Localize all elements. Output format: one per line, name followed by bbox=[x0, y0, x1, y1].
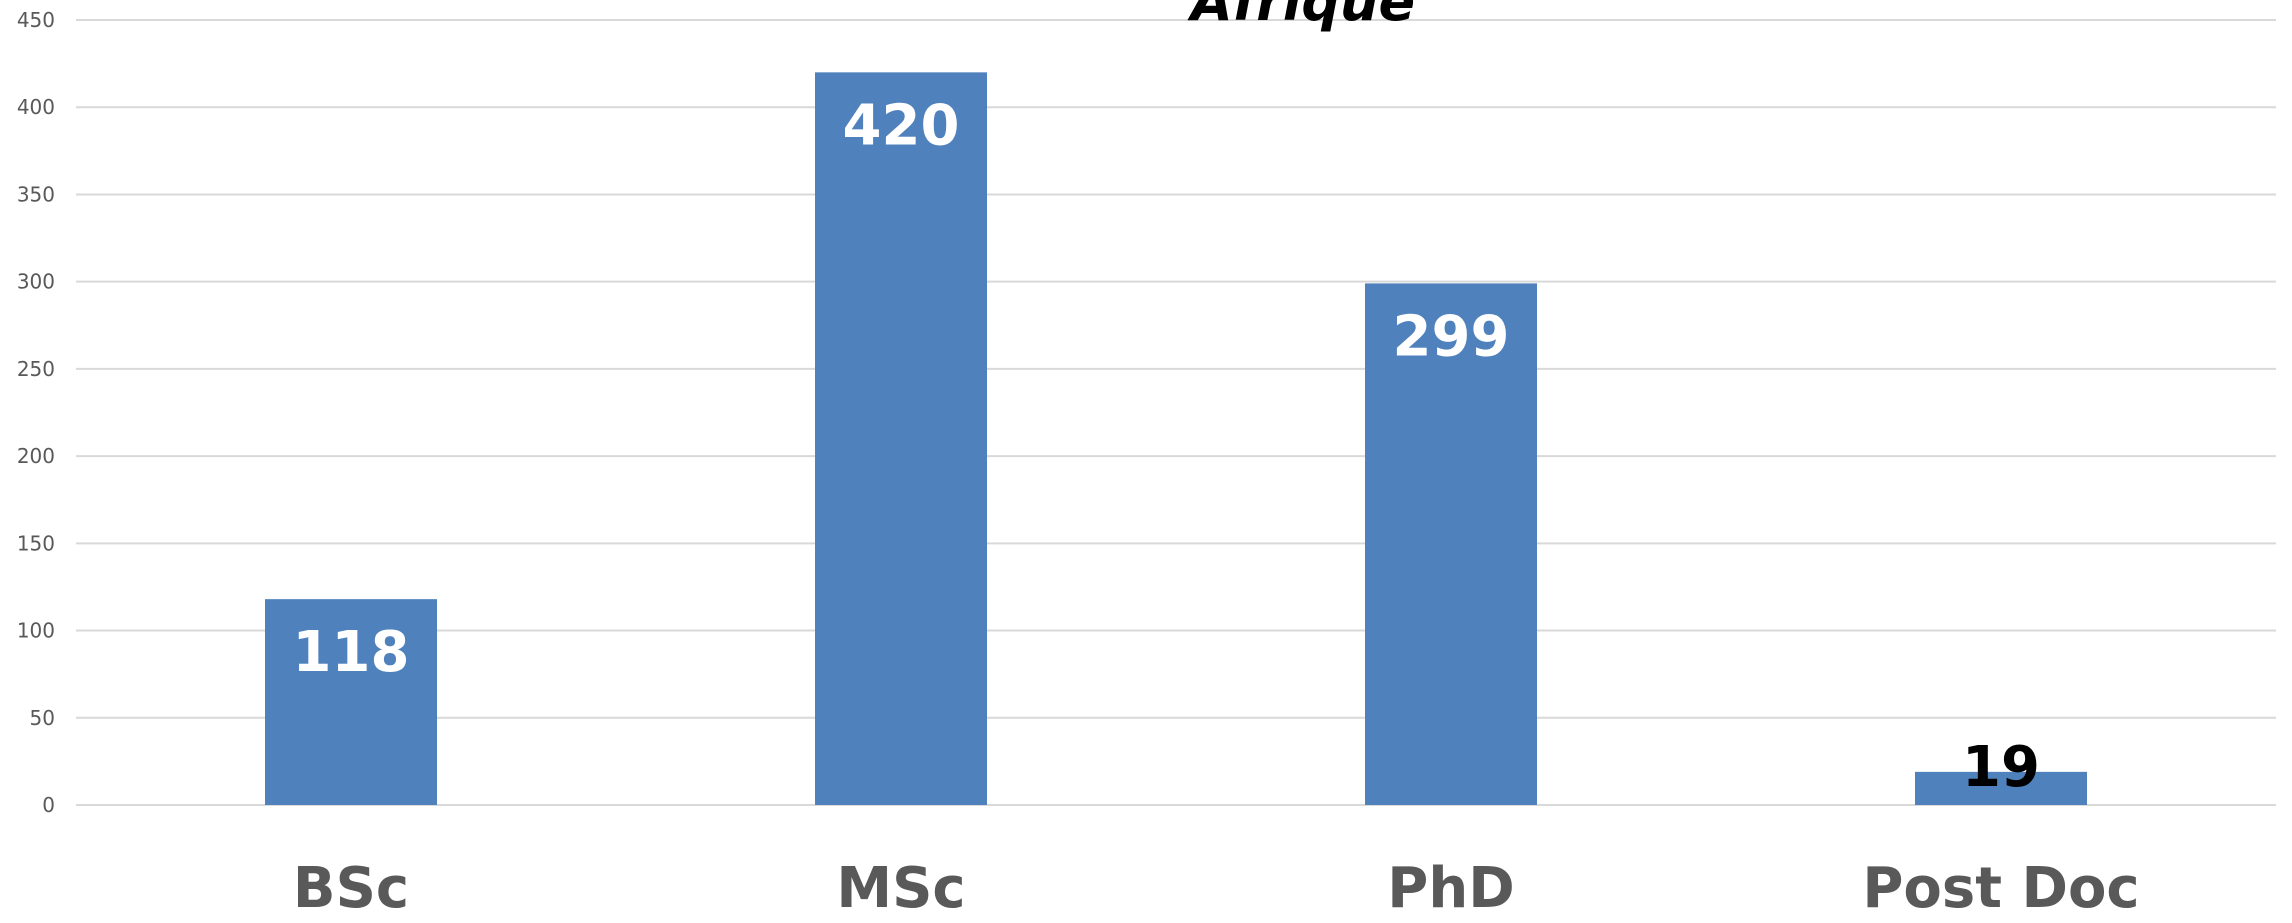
y-tick-label: 100 bbox=[17, 619, 55, 643]
bar-phd bbox=[1365, 283, 1537, 805]
y-tick-label: 300 bbox=[17, 270, 55, 294]
gridlines bbox=[76, 19, 2276, 806]
y-tick-label: 0 bbox=[42, 793, 55, 817]
data-label: 420 bbox=[843, 93, 960, 158]
x-category-label: Post Doc bbox=[1862, 856, 2139, 921]
y-tick-label: 400 bbox=[17, 95, 55, 119]
x-category-label: MSc bbox=[836, 856, 965, 921]
bar-msc bbox=[815, 72, 987, 806]
y-tick-label: 450 bbox=[17, 8, 55, 32]
y-tick-label: 200 bbox=[17, 444, 55, 468]
x-axis-categories: BSc MSc PhD Post Doc bbox=[293, 856, 2140, 921]
data-label: 19 bbox=[1962, 735, 2040, 800]
data-label: 299 bbox=[1393, 304, 1510, 369]
y-tick-label: 50 bbox=[30, 706, 55, 730]
y-axis-ticks: 0 50 100 150 200 250 300 350 400 450 bbox=[17, 8, 55, 817]
bar-bsc bbox=[265, 599, 437, 805]
chart-title: Afrique bbox=[1187, 0, 1415, 33]
x-category-label: BSc bbox=[293, 856, 409, 921]
data-label: 118 bbox=[293, 620, 410, 685]
y-tick-label: 250 bbox=[17, 357, 55, 381]
bars bbox=[265, 72, 2087, 806]
y-tick-label: 150 bbox=[17, 531, 55, 555]
x-category-label: PhD bbox=[1387, 856, 1514, 921]
y-tick-label: 350 bbox=[17, 182, 55, 206]
bar-post-doc bbox=[1915, 771, 2087, 805]
data-labels: 118 420 299 19 bbox=[293, 93, 2040, 800]
